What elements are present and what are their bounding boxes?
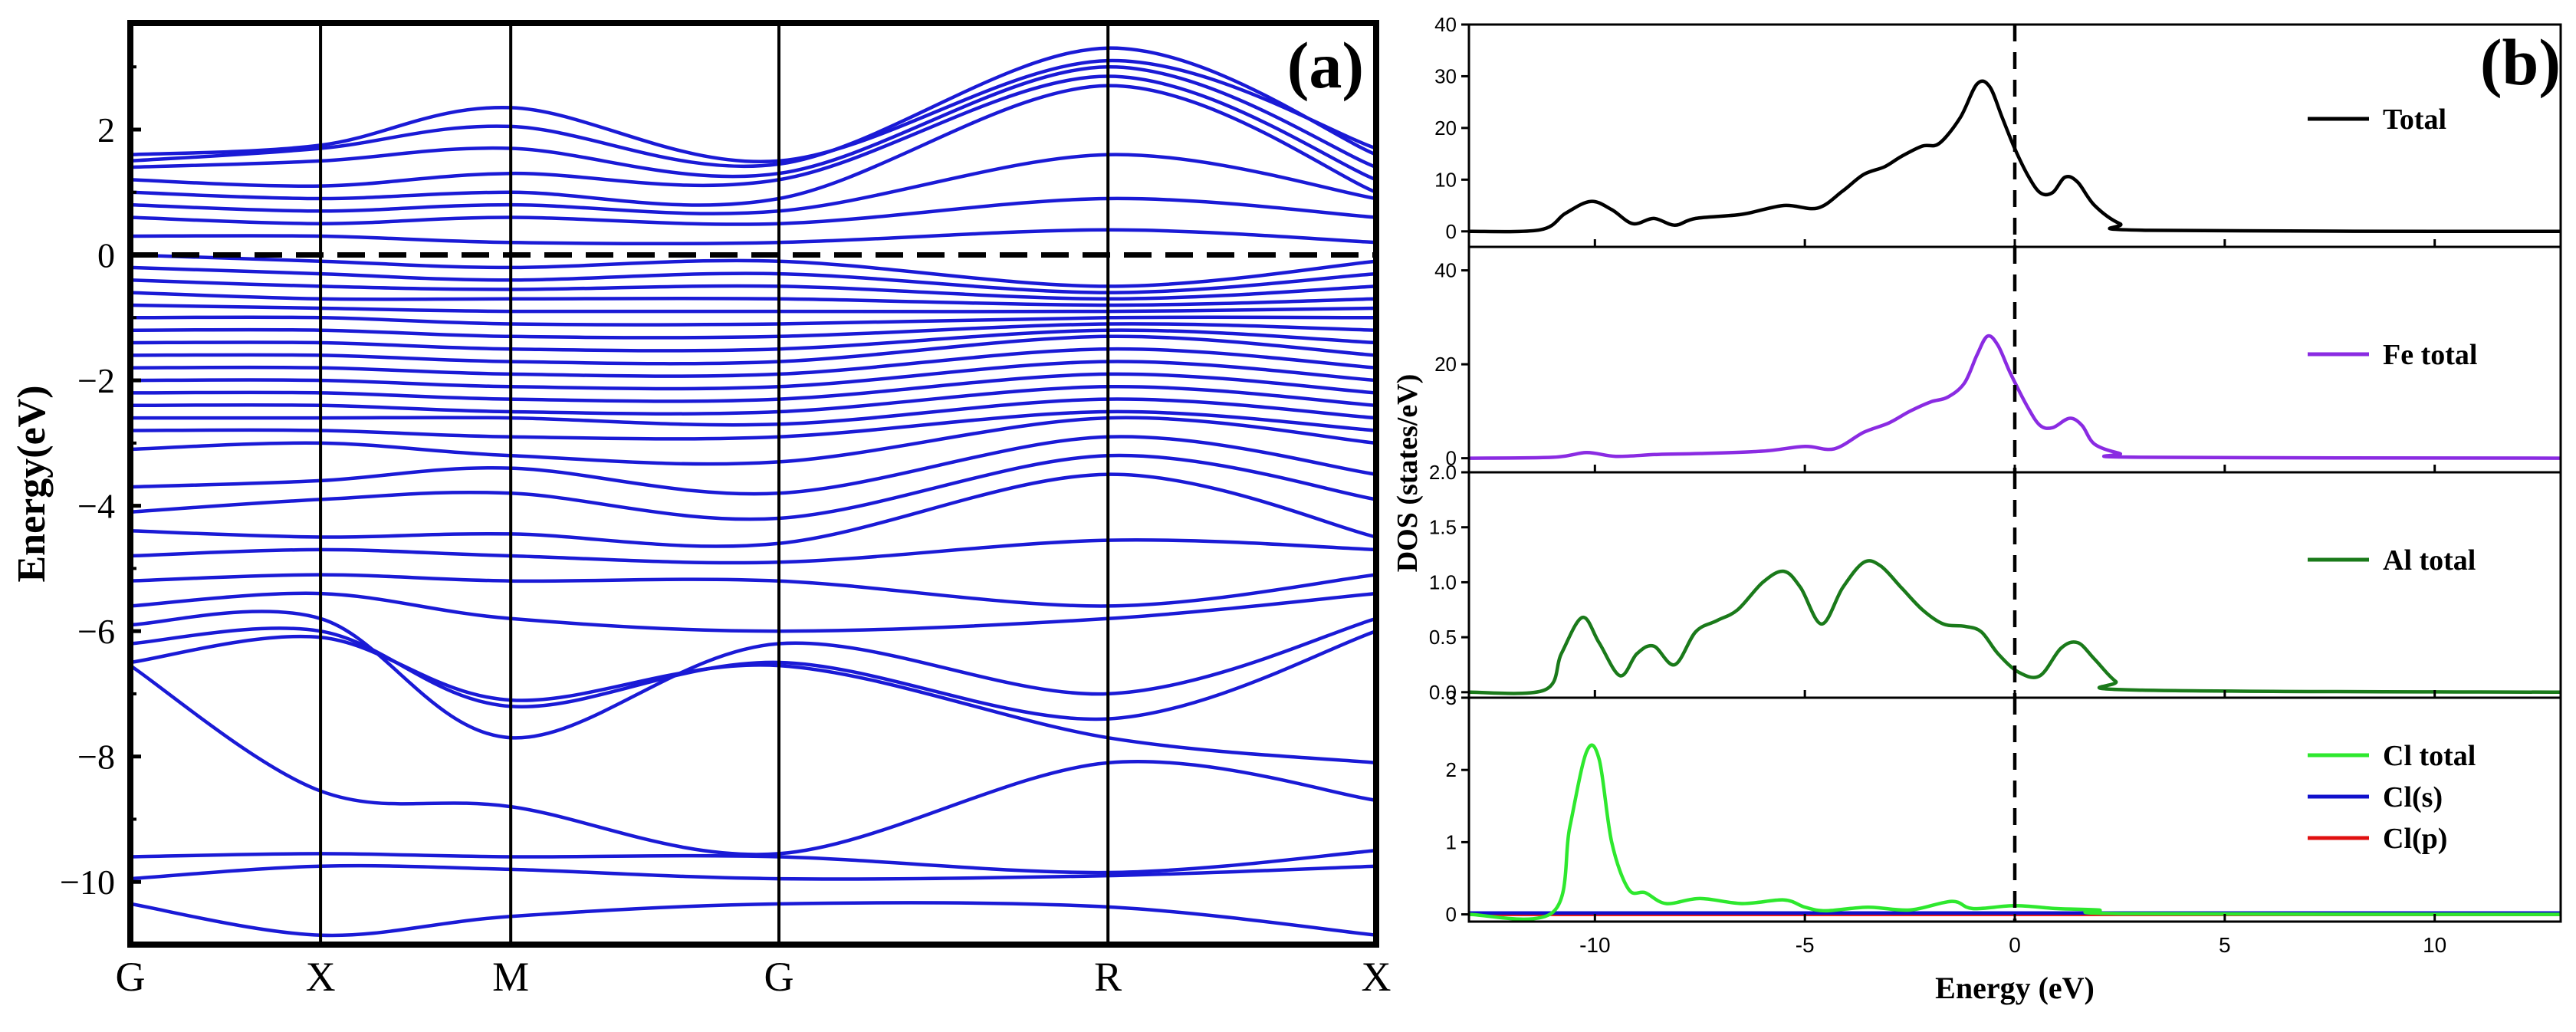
dos-series-group — [1469, 79, 2561, 234]
band-line-12 — [130, 435, 1376, 496]
band-line-22 — [130, 322, 1376, 340]
band-line-21 — [130, 328, 1376, 353]
dos-line-al — [1469, 559, 2561, 695]
dos-subpanel-3: 0 1 2 3 Cl total Cl(s) Cl(p) — [1446, 686, 2562, 926]
kpoint-label: X — [306, 954, 336, 1000]
dos-x-tick-label: 0 — [2009, 933, 2021, 957]
y-tick-label: −4 — [77, 487, 115, 526]
band-line-8 — [130, 573, 1376, 608]
legend-label-cl_p: Cl(p) — [2383, 823, 2447, 855]
legend-label-cl: Cl total — [2383, 740, 2476, 772]
dos-y-tick-label: 0 — [1446, 903, 1457, 926]
dos-subpanel-2: 0.0 0.5 1.0 1.5 2.0 Al total — [1429, 461, 2562, 704]
band-line-11 — [130, 453, 1376, 521]
dos-y-tick-label: 20 — [1434, 353, 1457, 376]
dos-y-tick-label: 1 — [1446, 830, 1457, 853]
dos-y-tick-label: 10 — [1434, 168, 1457, 191]
dos-x-tick-label: -10 — [1579, 933, 1610, 957]
dos-subpanel-0: 0 10 20 30 40 Total — [1434, 13, 2562, 248]
y-tick-label: −6 — [77, 612, 115, 651]
band-line-14 — [130, 409, 1376, 441]
band-frame — [127, 20, 1379, 948]
dos-x-axis-label: Energy (eV) — [1935, 971, 2095, 1005]
band-line-20 — [130, 334, 1376, 366]
dos-subpanel-1: 0 20 40 Fe total — [1434, 245, 2562, 474]
band-line-18 — [130, 360, 1376, 391]
dos-y-tick-label: 40 — [1434, 259, 1457, 282]
dos-y-tick-label: 40 — [1434, 13, 1457, 36]
band-line-24 — [130, 303, 1376, 314]
band-line-1 — [130, 863, 1376, 881]
dos-line-total — [1469, 79, 2561, 234]
legend-label-cl_s: Cl(s) — [2383, 781, 2443, 813]
band-line-7 — [130, 591, 1376, 633]
band-line-23 — [130, 315, 1376, 327]
y-tick-label: −10 — [60, 863, 115, 902]
band-line-10 — [130, 472, 1376, 548]
dos-y-tick-label: 1.0 — [1429, 570, 1457, 593]
dos-y-tick-label: 30 — [1434, 64, 1457, 87]
legend-label-total: Total — [2383, 104, 2446, 136]
dos-y-tick-label: 3 — [1446, 686, 1457, 709]
band-line-0 — [130, 901, 1376, 938]
band-line-15 — [130, 397, 1376, 427]
band-line-4 — [130, 634, 1376, 765]
band-line-9 — [130, 537, 1376, 565]
band-line-26 — [130, 278, 1376, 301]
panel-label-a: (a) — [1287, 28, 1364, 102]
dos-x-tick-label: 5 — [2219, 933, 2231, 957]
dos-y-tick-label: 2 — [1446, 758, 1457, 781]
band-line-33 — [130, 74, 1376, 189]
y-tick-label: −2 — [77, 361, 115, 400]
dos-line-fe — [1469, 334, 2561, 460]
kpoint-label: M — [492, 954, 529, 1000]
band-line-31 — [130, 153, 1376, 215]
dos-y-tick-label: 0.5 — [1429, 626, 1457, 649]
dos-x-tick-label: 10 — [2423, 933, 2446, 957]
panel-label-b: (b) — [2480, 25, 2561, 99]
legend-label-fe: Fe total — [2383, 339, 2477, 371]
kpoint-label: R — [1094, 954, 1122, 1000]
y-tick-label: 2 — [97, 110, 115, 150]
kpoint-label: G — [116, 954, 146, 1000]
dos-y-tick-label: 2.0 — [1429, 461, 1457, 484]
dos-x-tick-label: -5 — [1796, 933, 1815, 957]
kpoint-label: X — [1362, 954, 1392, 1000]
band-line-36 — [130, 58, 1376, 164]
band-line-19 — [130, 347, 1376, 378]
band-structure-panel: 2 0 −2 −4 −6 −8 −10 G X M G R X Energy(eV) (a) — [10, 20, 1392, 1000]
dos-y-tick-label: 1.5 — [1429, 516, 1457, 539]
band-line-30 — [130, 196, 1376, 226]
y-tick-label: −8 — [77, 738, 115, 777]
band-line-17 — [130, 372, 1376, 403]
band-line-27 — [130, 265, 1376, 294]
legend-label-al: Al total — [2383, 544, 2476, 577]
y-axis-label: Energy(eV) — [10, 385, 54, 582]
dos-y-tick-label: 0 — [1446, 447, 1457, 470]
band-line-25 — [130, 291, 1376, 307]
dos-series-group — [1469, 334, 2561, 460]
band-line-29 — [130, 228, 1376, 246]
band-line-5 — [130, 626, 1376, 721]
dos-y-axis-label: DOS (states/eV) — [1392, 374, 1424, 573]
kpoint-label: G — [764, 954, 794, 1000]
band-line-2 — [130, 849, 1376, 875]
dos-series-group — [1469, 559, 2561, 695]
y-tick-label: 0 — [97, 236, 115, 275]
dos-line-cl — [1469, 743, 2561, 922]
band-lines — [130, 46, 1376, 938]
dos-y-tick-label: 0.0 — [1429, 681, 1457, 704]
dos-y-tick-label: 20 — [1434, 117, 1457, 140]
band-line-3 — [130, 664, 1376, 856]
band-line-35 — [130, 46, 1376, 169]
band-line-13 — [130, 416, 1376, 466]
dos-y-tick-label: 0 — [1446, 220, 1457, 243]
band-line-28 — [130, 253, 1376, 288]
band-line-16 — [130, 385, 1376, 416]
